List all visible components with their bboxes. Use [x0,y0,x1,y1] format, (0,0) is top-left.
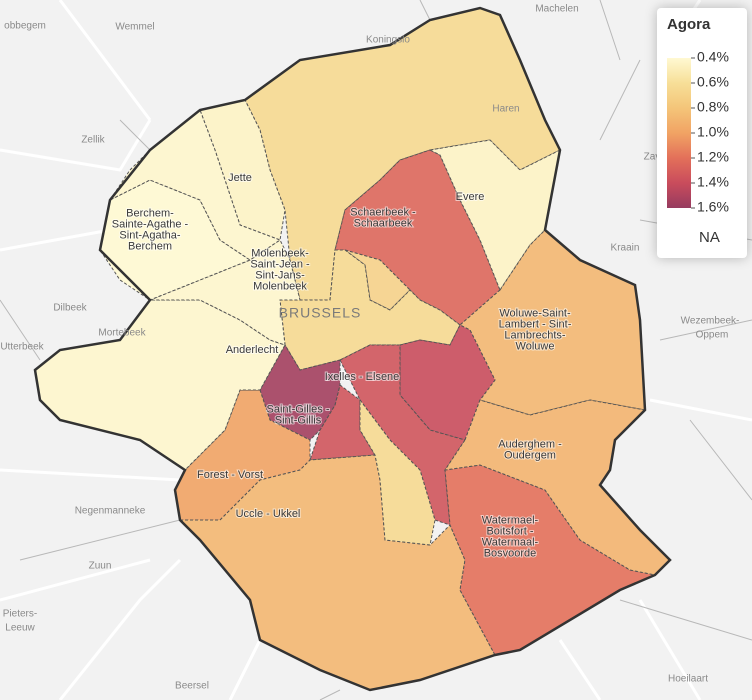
place-label: Zuun [89,561,112,572]
legend-label: 0.8% [697,99,729,115]
region-label: Jette [228,172,252,184]
place-label: Kraain [611,243,640,254]
place-label: Mortebeek [98,328,146,339]
legend-na: NA [699,229,720,246]
region-label: Ixelles - Elsene [325,371,400,383]
legend-label: 0.4% [697,49,729,65]
region-label: Boitsfort - [486,525,533,537]
region [149,239,301,346]
region-label: Lambert - Sint- [499,318,572,330]
region-label: Berchem [128,240,172,252]
region-label: Saint-Gilles - [267,403,330,415]
place-label: Koningslo [366,35,410,46]
region-label: Evere [456,191,485,203]
place-label: Leeuw [5,623,35,634]
region-label: Woluwe-Saint- [499,307,571,319]
region-label: Auderghem - [498,438,562,450]
labels: BRUSSELS Schaerbeek -Schaarbeek Evere Woluw… [0,4,739,692]
region-label: Uccle - Ukkel [236,508,301,520]
region-label: Forest - Vorst [197,469,263,481]
region [399,324,496,441]
region-label: Berchem- [126,207,174,219]
place-label: Utterbeek [0,342,44,353]
legend-title: Agora [667,16,711,33]
place-label: Wezembeek- [681,316,740,327]
region-outline [33,6,672,692]
region-label: Woluwe [516,340,555,352]
legend-scale: 0.4% 0.6% 0.8% 1.0% 1.2% 1.4% 1.6% [667,49,729,215]
region [359,398,436,546]
place-label: Oppem [696,330,729,341]
legend-label: 1.0% [697,124,729,140]
region-label: Molenbeek [253,280,307,292]
region-label: Molenbeek- [251,247,309,259]
place-label: Dilbeek [53,303,87,314]
legend: Agora 0.4% 0.6% 0.8% 1.0% 1.2% 1.4% 1.6% NA [657,8,747,258]
region-label: Sint-Jans- [255,269,305,281]
place-label: Wemmel [115,22,154,33]
region-label: Sint-Gillis [275,414,322,426]
legend-bar [667,58,691,208]
place-label: Machelen [535,4,578,15]
place-label: Zav [644,152,661,163]
legend-label: 1.2% [697,149,729,165]
legend-label: 0.6% [697,74,729,90]
region-label: Bosvoorde [484,547,537,559]
region [108,109,282,261]
place-label: obbegem [4,21,46,32]
legend-label: 1.6% [697,199,729,215]
place-label: Haren [492,104,519,115]
place-label: Pieters- [3,609,37,620]
city-label: BRUSSELS [279,305,362,321]
region-label: Watermaal- [482,536,539,548]
place-label: Negenmanneke [75,506,146,517]
region-label: Anderlecht [226,344,279,356]
region-label: Sainte-Agathe - [112,218,189,230]
regions [34,7,671,691]
region-label: Watermael- [482,514,539,526]
place-label: Zellik [81,135,105,146]
region [199,99,286,241]
place-label: Beersel [175,681,209,692]
place-label: Hoeilaart [668,674,708,685]
region-label: Lambrechts- [504,329,565,341]
region-label: Sint-Agatha- [119,229,180,241]
region-label: Schaerbeek - [350,206,416,218]
region-label: Oudergem [504,449,556,461]
region-label: Saint-Jean - [250,258,310,270]
region-label: Schaarbeek [354,217,413,229]
legend-label: 1.4% [697,174,729,190]
